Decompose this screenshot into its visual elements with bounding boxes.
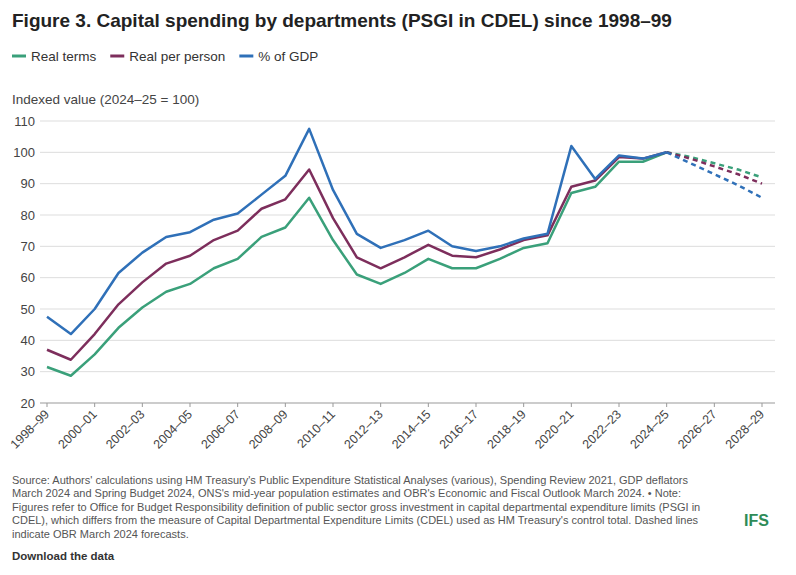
lines bbox=[47, 129, 762, 376]
legend-swatch bbox=[12, 55, 26, 58]
download-link[interactable]: Download the data bbox=[12, 550, 114, 562]
source-note: Source: Authors' calculations using HM T… bbox=[12, 474, 712, 541]
y-tick-label: 30 bbox=[21, 364, 35, 379]
x-tick bbox=[333, 403, 334, 407]
grid-line bbox=[40, 309, 775, 310]
legend-swatch bbox=[110, 55, 124, 58]
x-tick bbox=[190, 403, 191, 407]
x-tick-label: 2022–23 bbox=[580, 407, 624, 451]
x-tick-label: 2004–05 bbox=[151, 407, 195, 451]
x-tick-label: 2016–17 bbox=[437, 407, 481, 451]
y-tick-label: 40 bbox=[21, 333, 35, 348]
x-tick bbox=[571, 403, 572, 407]
y-tick-label: 80 bbox=[21, 208, 35, 223]
x-tick-label: 2024–25 bbox=[627, 407, 671, 451]
x-tick bbox=[94, 403, 95, 407]
x-tick-label: 2018–19 bbox=[484, 407, 528, 451]
grid-line bbox=[40, 121, 775, 122]
x-tick bbox=[142, 403, 143, 407]
legend-item: Real per person bbox=[110, 49, 225, 64]
legend-label: Real terms bbox=[31, 49, 97, 64]
x-tick-label: 1998–99 bbox=[8, 407, 52, 451]
x-tick-label: 2006–07 bbox=[198, 407, 242, 451]
grid-line bbox=[40, 403, 775, 404]
x-tick bbox=[666, 403, 667, 407]
forecast-line bbox=[667, 152, 762, 183]
x-tick-label: 2002–03 bbox=[103, 407, 147, 451]
legend-item: Real terms bbox=[12, 49, 97, 64]
x-tick-label: 2026–27 bbox=[675, 407, 719, 451]
grid-line bbox=[40, 183, 775, 184]
grid-line bbox=[40, 340, 775, 341]
title: Figure 3. Capital spending by department… bbox=[12, 10, 672, 31]
x-tick-label: 2008–09 bbox=[246, 407, 290, 451]
legend-label: % of GDP bbox=[258, 49, 318, 64]
y-tick-label: 70 bbox=[21, 239, 35, 254]
x-tick bbox=[762, 403, 763, 407]
logo: IFS bbox=[744, 512, 769, 530]
grid-line bbox=[40, 371, 775, 372]
forecast-line bbox=[667, 152, 762, 177]
legend-item: % of GDP bbox=[239, 49, 318, 64]
x-tick bbox=[428, 403, 429, 407]
x-tick-label: 2028–29 bbox=[723, 407, 767, 451]
x-tick bbox=[285, 403, 286, 407]
y-tick-label: 110 bbox=[14, 114, 35, 129]
y-tick-label: 60 bbox=[21, 270, 35, 285]
x-tick bbox=[237, 403, 238, 407]
forecast-line bbox=[667, 152, 762, 197]
x-tick-label: 2012–13 bbox=[341, 407, 385, 451]
grid-line bbox=[40, 215, 775, 216]
y-tick-label: 100 bbox=[13, 145, 35, 160]
x-tick bbox=[476, 403, 477, 407]
x-tick bbox=[380, 403, 381, 407]
x-tick-label: 2014–15 bbox=[389, 407, 433, 451]
x-tick-label: 2020–21 bbox=[532, 407, 576, 451]
y-tick-label: 20 bbox=[21, 396, 35, 411]
y-tick-label: 90 bbox=[21, 176, 35, 191]
x-tick bbox=[47, 403, 48, 407]
x-tick-label: 2010–11 bbox=[294, 407, 338, 451]
legend-label: Real per person bbox=[129, 49, 225, 64]
y-axis-label: Indexed value (2024–25 = 100) bbox=[12, 92, 199, 107]
legend-swatch bbox=[239, 55, 253, 58]
x-tick bbox=[714, 403, 715, 407]
x-tick-label: 2000–01 bbox=[55, 407, 99, 451]
x-tick bbox=[523, 403, 524, 407]
series-line bbox=[47, 152, 667, 375]
y-tick-label: 50 bbox=[21, 302, 35, 317]
x-tick bbox=[619, 403, 620, 407]
series-line bbox=[47, 129, 667, 334]
